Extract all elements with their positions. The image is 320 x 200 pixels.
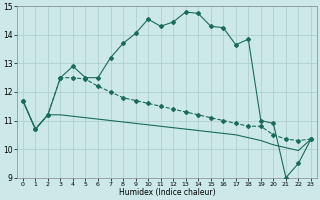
X-axis label: Humidex (Indice chaleur): Humidex (Indice chaleur) bbox=[119, 188, 215, 197]
